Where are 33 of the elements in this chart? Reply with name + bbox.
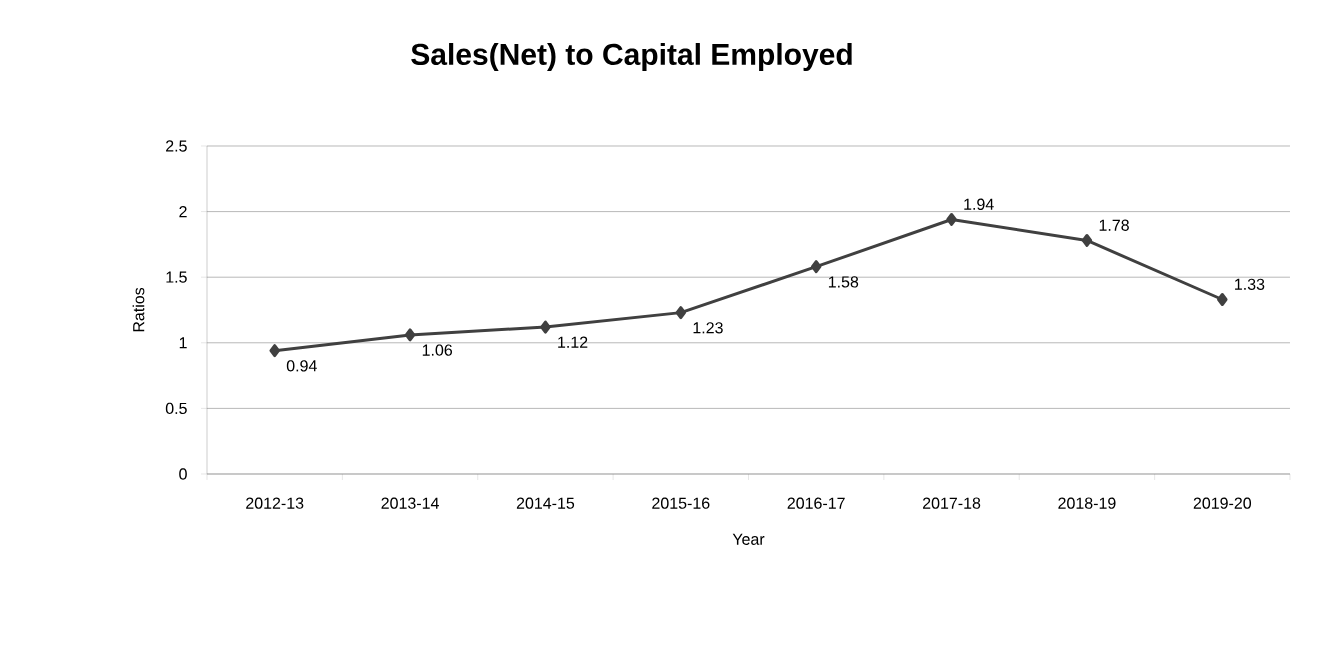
point: [810, 260, 822, 274]
point: [675, 306, 687, 320]
data-label: 1.78: [1099, 219, 1129, 231]
data-label: 1.06: [422, 344, 453, 356]
data-label: 1.58: [828, 276, 859, 288]
x-tick-label: 2012-13: [246, 497, 304, 509]
x-axis-title: Year: [732, 533, 765, 545]
x-tick-label: 2019-20: [1193, 497, 1252, 509]
point: [404, 328, 416, 342]
y-tick-label: 2: [179, 206, 187, 218]
y-tick-label: 2.5: [166, 140, 187, 152]
y-tick-label: 1.5: [166, 271, 187, 283]
x-tick-label: 2015-16: [652, 497, 710, 509]
y-tick-label: 0: [179, 468, 187, 480]
data-label: 1.23: [693, 322, 723, 334]
data-label: 1.94: [964, 198, 994, 210]
point: [1081, 233, 1093, 247]
chart-title: Sales(Net) to Capital Employed: [411, 43, 852, 71]
y-tick-label: 0.5: [165, 402, 187, 415]
x-tick-label: 2018-19: [1058, 497, 1116, 509]
y-axis-title: Ratios: [132, 287, 145, 332]
point: [1217, 293, 1228, 306]
data-label: 1.33: [1235, 278, 1265, 290]
y-tick-label: 1: [179, 337, 187, 349]
point: [540, 320, 551, 334]
x-tick-label: 2014-15: [516, 497, 575, 509]
x-tick-label: 2017-18: [923, 497, 981, 509]
x-tick-label: 2016-17: [787, 497, 845, 509]
x-tick-label: 2013-14: [381, 497, 439, 509]
point: [269, 344, 280, 358]
point: [946, 212, 957, 226]
data-label: 1.12: [558, 336, 588, 348]
data-label: 0.94: [286, 360, 317, 372]
